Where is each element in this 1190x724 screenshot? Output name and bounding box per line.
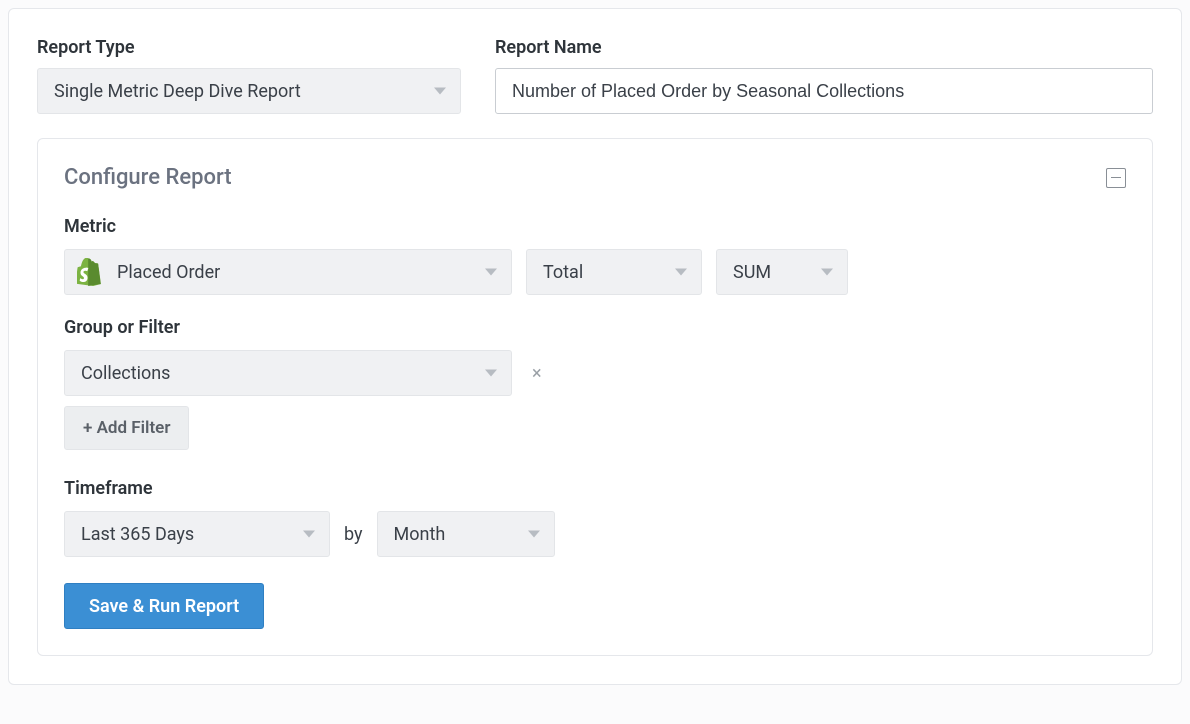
minus-icon — [1111, 177, 1121, 179]
shopify-icon — [77, 258, 103, 286]
group-filter-row: Collections × — [64, 350, 1126, 396]
metric-dropdown[interactable]: Placed Order — [64, 249, 512, 295]
chevron-down-icon — [821, 269, 833, 276]
top-row: Report Type Single Metric Deep Dive Repo… — [37, 37, 1153, 114]
report-name-input[interactable] — [495, 68, 1153, 114]
configure-title: Configure Report — [64, 165, 232, 190]
chevron-down-icon — [303, 531, 315, 538]
report-type-label: Report Type — [37, 37, 461, 58]
timeframe-range-dropdown[interactable]: Last 365 Days — [64, 511, 330, 557]
timeframe-interval-dropdown[interactable]: Month — [377, 511, 555, 557]
aggregation-function-value: SUM — [733, 262, 771, 283]
group-filter-dropdown[interactable]: Collections — [64, 350, 512, 396]
remove-filter-button[interactable]: × — [526, 363, 548, 384]
report-type-field: Report Type Single Metric Deep Dive Repo… — [37, 37, 461, 114]
chevron-down-icon — [434, 88, 446, 95]
chevron-down-icon — [528, 531, 540, 538]
report-builder-panel: Report Type Single Metric Deep Dive Repo… — [8, 8, 1182, 685]
aggregation-scope-dropdown[interactable]: Total — [526, 249, 702, 295]
configure-header: Configure Report — [64, 165, 1126, 190]
aggregation-scope-value: Total — [543, 262, 583, 283]
group-filter-value: Collections — [81, 363, 170, 384]
metric-label: Metric — [64, 216, 1126, 237]
timeframe-label: Timeframe — [64, 478, 1126, 499]
group-filter-label: Group or Filter — [64, 317, 1126, 338]
chevron-down-icon — [485, 370, 497, 377]
configure-report-panel: Configure Report Metric Placed Order — [37, 138, 1153, 656]
chevron-down-icon — [675, 269, 687, 276]
metric-value: Placed Order — [117, 262, 220, 283]
report-name-label: Report Name — [495, 37, 1153, 58]
report-name-field: Report Name — [495, 37, 1153, 114]
timeframe-by-label: by — [344, 524, 363, 545]
report-type-dropdown[interactable]: Single Metric Deep Dive Report — [37, 68, 461, 114]
collapse-button[interactable] — [1106, 168, 1126, 188]
aggregation-function-dropdown[interactable]: SUM — [716, 249, 848, 295]
timeframe-row: Last 365 Days by Month — [64, 511, 1126, 557]
save-run-report-button[interactable]: Save & Run Report — [64, 583, 264, 629]
metric-row: Placed Order Total SUM — [64, 249, 1126, 295]
timeframe-interval-value: Month — [394, 524, 446, 545]
chevron-down-icon — [485, 269, 497, 276]
timeframe-range-value: Last 365 Days — [81, 524, 194, 545]
report-type-value: Single Metric Deep Dive Report — [54, 81, 301, 102]
add-filter-button[interactable]: + Add Filter — [64, 406, 189, 450]
